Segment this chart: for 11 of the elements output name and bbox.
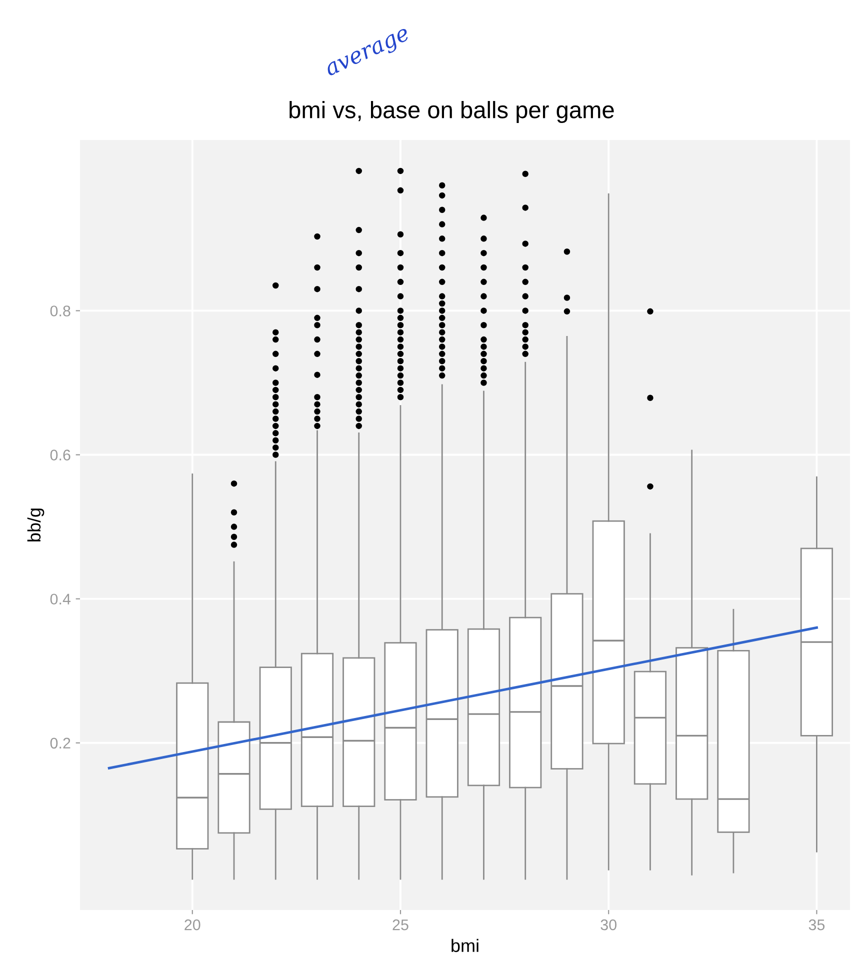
chart-title: bmi vs, base on balls per game xyxy=(290,100,614,124)
x-tick-label: 25 xyxy=(392,919,408,930)
x-tick-label: 20 xyxy=(184,919,200,930)
y-tick-label: 0.4 xyxy=(50,594,71,605)
x-axis-title: bmi xyxy=(452,938,478,952)
y-tick-label: 0.2 xyxy=(50,738,70,749)
y-tick-label: 0.8 xyxy=(50,306,70,316)
x-tick-label: 30 xyxy=(600,919,616,930)
y-axis-title: bb/g xyxy=(27,508,44,542)
x-tick-label: 35 xyxy=(808,919,825,930)
y-tick-label: 0.6 xyxy=(50,450,70,460)
